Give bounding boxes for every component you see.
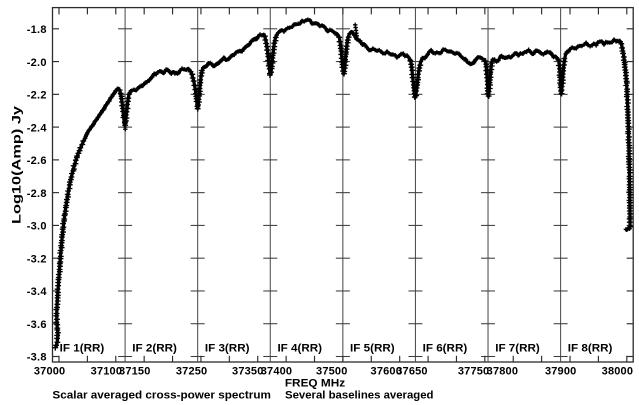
svg-text:Several baselines averaged: Several baselines averaged [285, 390, 434, 402]
svg-text:37100: 37100 [91, 366, 122, 378]
svg-text:FREQ MHz: FREQ MHz [285, 377, 346, 389]
svg-text:-1.8: -1.8 [27, 24, 47, 36]
svg-text:37000: 37000 [34, 366, 65, 378]
svg-text:37250: 37250 [176, 366, 207, 378]
svg-text:IF 2(RR): IF 2(RR) [132, 342, 177, 354]
svg-text:Log10(Amp) Jy: Log10(Amp) Jy [9, 106, 23, 224]
svg-text:-3.4: -3.4 [27, 286, 48, 298]
svg-text:37900: 37900 [545, 366, 576, 378]
svg-text:37500: 37500 [316, 366, 347, 378]
svg-text:IF 3(RR): IF 3(RR) [205, 342, 250, 354]
svg-text:-2.2: -2.2 [27, 90, 47, 102]
svg-text:IF 4(RR): IF 4(RR) [277, 342, 322, 354]
svg-text:-2.6: -2.6 [27, 155, 47, 167]
svg-text:IF 1(RR): IF 1(RR) [60, 342, 105, 354]
svg-text:IF 6(RR): IF 6(RR) [423, 342, 468, 354]
svg-text:IF 8(RR): IF 8(RR) [568, 342, 613, 354]
svg-text:37350: 37350 [232, 366, 263, 378]
svg-text:-3.0: -3.0 [27, 221, 47, 233]
svg-text:IF 7(RR): IF 7(RR) [495, 342, 540, 354]
svg-text:37600: 37600 [371, 366, 402, 378]
svg-text:-2.4: -2.4 [27, 122, 48, 134]
svg-text:IF 5(RR): IF 5(RR) [350, 342, 395, 354]
svg-text:37750: 37750 [458, 366, 489, 378]
svg-text:37400: 37400 [261, 366, 292, 378]
svg-text:Scalar averaged cross-power sp: Scalar averaged cross-power spectrum [52, 390, 271, 402]
svg-text:-2.0: -2.0 [27, 57, 47, 69]
svg-text:37150: 37150 [119, 366, 150, 378]
svg-text:37650: 37650 [396, 366, 427, 378]
svg-text:-3.6: -3.6 [27, 319, 47, 331]
svg-text:38000: 38000 [602, 366, 633, 378]
svg-text:-3.8: -3.8 [27, 352, 47, 364]
svg-text:-2.8: -2.8 [27, 188, 47, 200]
svg-text:-3.2: -3.2 [27, 253, 47, 265]
svg-text:37800: 37800 [487, 366, 518, 378]
